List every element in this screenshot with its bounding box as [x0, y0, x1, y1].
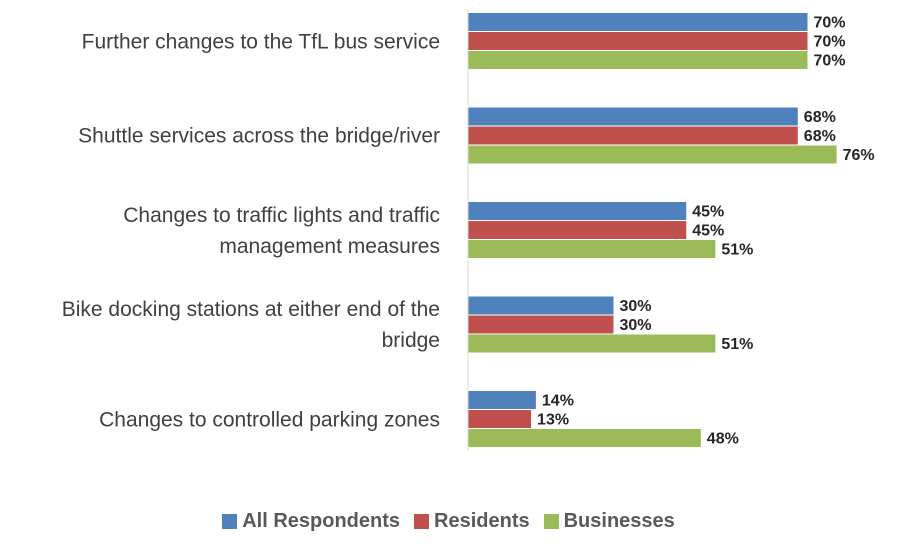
- data-label: 51%: [721, 336, 753, 353]
- legend-swatch: [543, 514, 559, 529]
- category-label: Shuttle services across the bridge/river: [0, 121, 440, 152]
- legend-item: Businesses: [543, 510, 675, 533]
- data-label: 13%: [537, 412, 569, 429]
- legend-label: Residents: [434, 510, 530, 532]
- category-label: Bike docking stations at either end of t…: [0, 294, 440, 356]
- category-label: Changes to traffic lights and traffic ma…: [0, 200, 440, 262]
- data-label: 76%: [843, 147, 875, 164]
- bar: [468, 240, 716, 258]
- data-label: 70%: [814, 53, 846, 70]
- bar: [468, 126, 798, 145]
- bar: [468, 221, 687, 239]
- legend: All Respondents Residents Businesses: [0, 510, 897, 533]
- legend-label: Businesses: [563, 510, 675, 532]
- category-text: Changes to traffic lights and traffic ma…: [123, 203, 440, 258]
- data-label: 14%: [542, 393, 574, 410]
- legend-label: All Respondents: [242, 510, 401, 532]
- bar: [468, 334, 716, 353]
- bar: [468, 107, 798, 126]
- data-label: 68%: [804, 128, 836, 145]
- bar: [468, 145, 837, 164]
- category-text: Changes to controlled parking zones: [99, 408, 440, 431]
- legend-item: Residents: [414, 510, 530, 533]
- category-text: Bike docking stations at either end of t…: [61, 298, 440, 352]
- legend-swatch: [414, 514, 430, 529]
- bar: [468, 296, 614, 315]
- data-label: 51%: [721, 242, 753, 259]
- bar: [468, 32, 808, 50]
- bar: [468, 13, 808, 31]
- data-label: 45%: [692, 223, 724, 240]
- data-label: 70%: [814, 34, 846, 51]
- bar: [468, 315, 614, 334]
- category-label: Changes to controlled parking zones: [0, 404, 440, 435]
- data-label: 48%: [707, 431, 739, 448]
- bar: [468, 51, 808, 69]
- category-label: Further changes to the TfL bus service: [0, 26, 440, 57]
- data-label: 45%: [692, 204, 724, 221]
- bar: [468, 429, 701, 447]
- legend-swatch: [222, 514, 238, 529]
- data-label: 70%: [814, 15, 846, 32]
- category-text: Further changes to the TfL bus service: [81, 30, 440, 53]
- bar: [468, 202, 687, 220]
- data-label: 30%: [620, 317, 652, 334]
- bar: [468, 410, 532, 428]
- bar: [468, 391, 536, 409]
- category-text: Shuttle services across the bridge/river: [78, 124, 440, 148]
- legend-item: All Respondents: [222, 510, 400, 533]
- data-label: 30%: [620, 298, 652, 315]
- data-label: 68%: [804, 109, 836, 126]
